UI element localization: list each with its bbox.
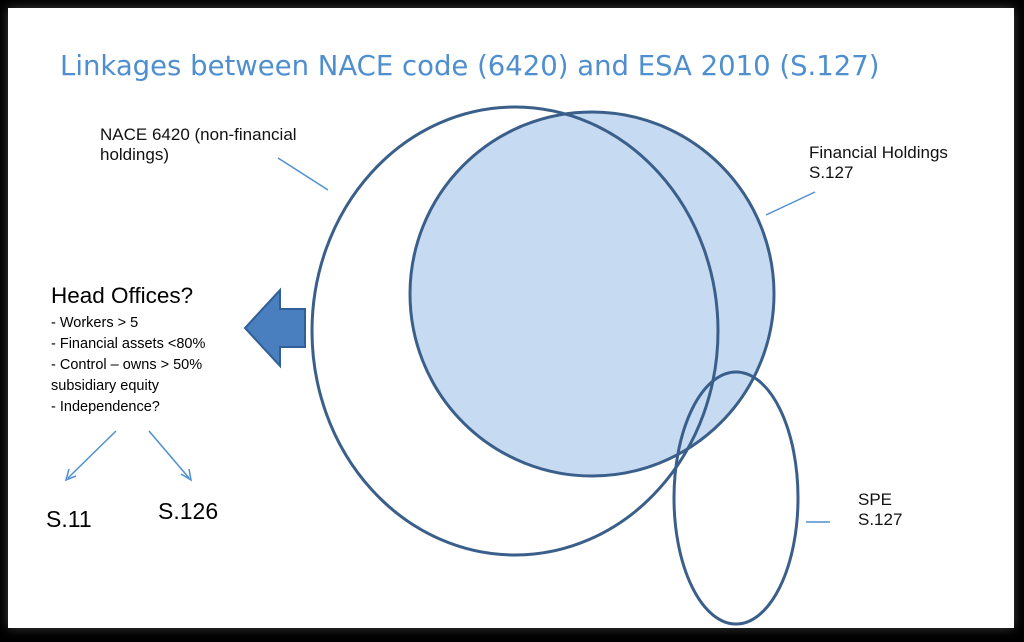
financial-leader-line — [765, 191, 816, 216]
nace-leader-line — [277, 157, 329, 191]
sector-s126-label: S.126 — [158, 498, 219, 524]
nace-6420-label: NACE 6420 (non-financial holdings) — [100, 125, 297, 166]
criterion-independence: - Independence? — [51, 399, 160, 415]
spe-label-line-1: SPE — [858, 490, 893, 509]
spe-ellipse — [672, 370, 800, 626]
nace-label-line-1: NACE 6420 (non-financial — [100, 125, 297, 144]
sector-s11-label: S.11 — [46, 506, 92, 532]
financial-holdings-circle — [408, 110, 776, 478]
head-offices-arrow — [243, 287, 306, 369]
criterion-workers: - Workers > 5 — [51, 315, 139, 331]
nace-6420-ellipse — [310, 105, 720, 557]
criterion-control-cont: subsidiary equity — [51, 378, 159, 394]
spe-label: SPE S.127 — [858, 490, 902, 531]
slide: Linkages between NACE code (6420) and ES… — [8, 8, 1014, 628]
head-offices-title: Head Offices? — [51, 283, 194, 308]
financial-label-line-2: S.127 — [809, 163, 854, 183]
arrow-to-s126-head — [180, 468, 193, 482]
financial-holdings-label: Financial Holdings S.127 — [809, 143, 948, 184]
venn-diagram — [64, 105, 830, 626]
nace-label-line-2: holdings) — [100, 145, 169, 165]
criterion-financial-assets: - Financial assets <80% — [51, 336, 206, 352]
financial-label-line-1: Financial Holdings — [809, 143, 948, 162]
arrow-to-s11 — [67, 430, 117, 479]
criterion-control: - Control – owns > 50% — [51, 357, 203, 373]
spe-label-line-2: S.127 — [858, 510, 903, 530]
slide-title: Linkages between NACE code (6420) and ES… — [60, 50, 880, 82]
arrow-to-s126 — [148, 430, 190, 479]
head-offices-criteria: - Workers > 5 - Financial assets <80% - … — [51, 313, 205, 418]
arrow-to-s11-head — [64, 468, 77, 482]
